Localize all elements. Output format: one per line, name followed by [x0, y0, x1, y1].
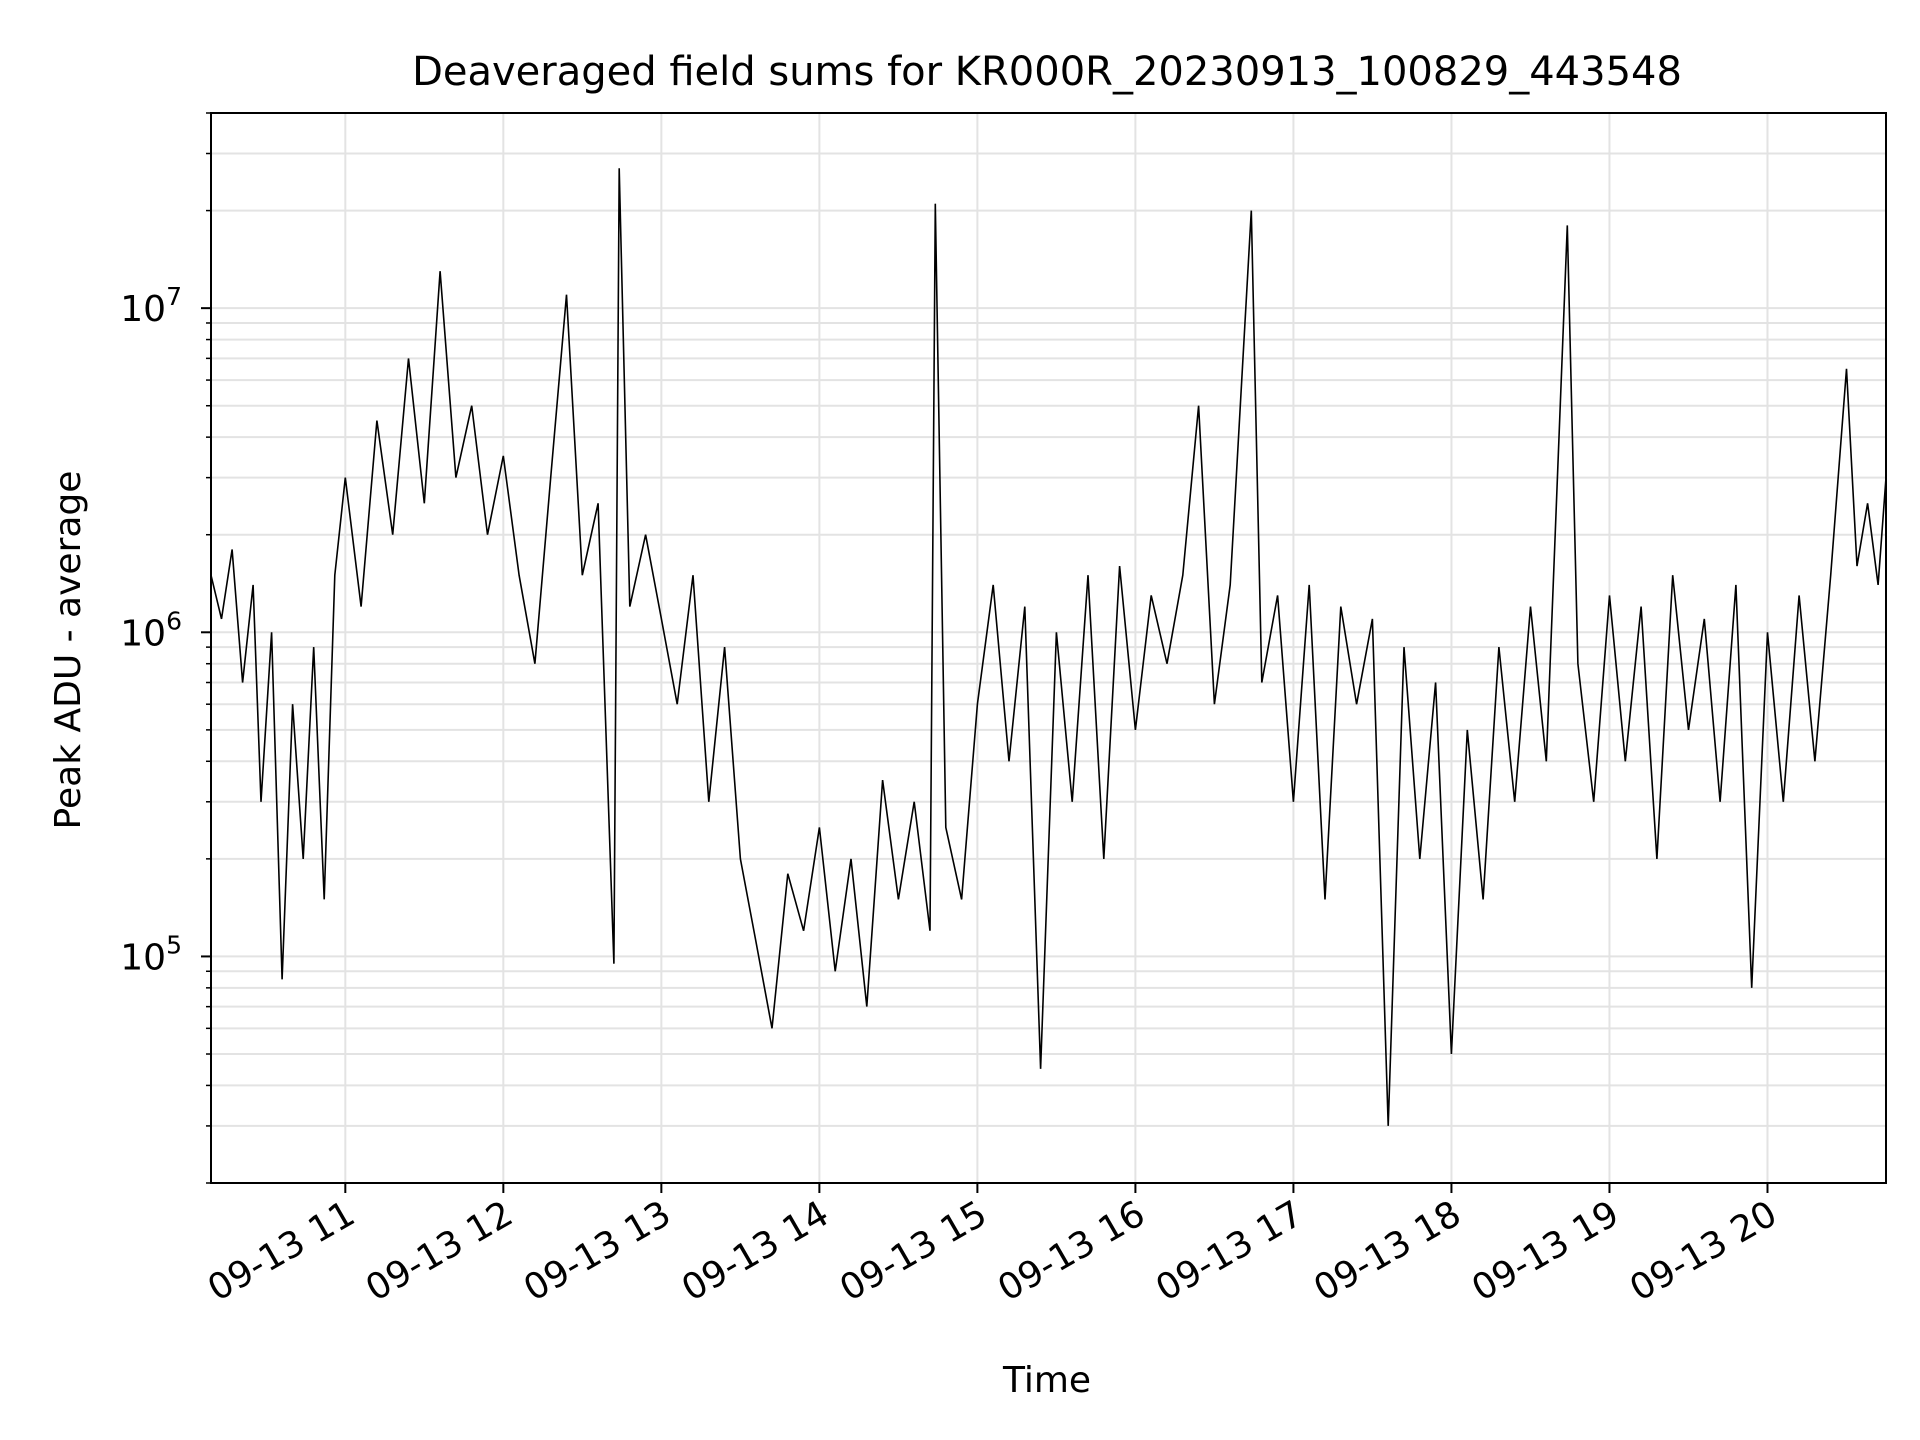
- plot-area: [210, 168, 1887, 1126]
- plot-frame: [210, 112, 1887, 1184]
- y-tick-label: 106: [120, 606, 182, 654]
- y-axis-label: Peak ADU - average: [48, 471, 89, 830]
- x-axis-label: Time: [1002, 1360, 1091, 1401]
- chart-title: Deaveraged field sums for KR000R_2023091…: [412, 49, 1682, 95]
- data-series-line: [210, 168, 1887, 1126]
